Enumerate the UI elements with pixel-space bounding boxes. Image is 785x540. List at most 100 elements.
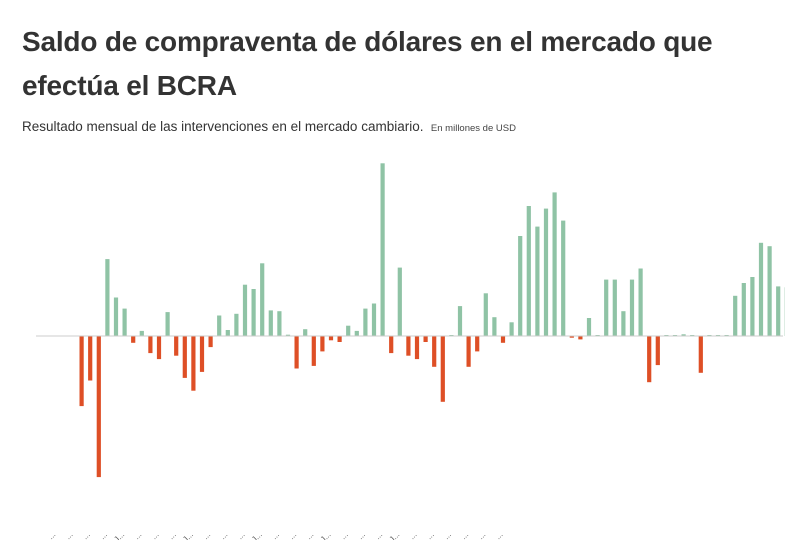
bar [113, 297, 119, 336]
bar [88, 336, 93, 381]
bar [578, 336, 583, 340]
bar [96, 336, 101, 478]
x-tick-label: J... [250, 530, 264, 540]
bar [733, 295, 738, 336]
x-tick-label: ... [98, 530, 109, 540]
bar [337, 336, 342, 342]
x-tick-label: ... [270, 530, 281, 540]
bar [586, 318, 592, 336]
x-tick-label: ... [425, 530, 436, 540]
bar [475, 336, 480, 352]
chart-title: Saldo de compraventa de dólares en el me… [22, 26, 713, 101]
bar [518, 236, 523, 336]
bars-group [79, 163, 785, 478]
bar [285, 334, 291, 336]
x-tick-label: ... [132, 530, 143, 540]
bar [406, 336, 411, 356]
bar [251, 289, 256, 336]
bar [509, 322, 514, 336]
bar [225, 330, 230, 336]
bar [758, 242, 764, 336]
bar [440, 336, 445, 402]
bar [320, 336, 325, 352]
bar [466, 336, 471, 367]
bar [457, 306, 463, 336]
x-tick-label: ... [150, 530, 161, 540]
x-tick-label: ... [356, 530, 367, 540]
x-tick-label: ... [373, 530, 384, 540]
x-tick-label: ... [81, 530, 92, 540]
x-tick-label: ... [459, 530, 470, 540]
bar [346, 325, 351, 336]
bar [208, 336, 213, 348]
bar [423, 336, 428, 342]
bar [79, 336, 84, 407]
bar [268, 310, 273, 337]
bar [380, 163, 385, 336]
bar [492, 317, 497, 336]
x-tick-label: ... [304, 530, 315, 540]
bar [647, 336, 652, 383]
bar [629, 279, 635, 336]
x-tick-label: ... [236, 530, 247, 540]
chart-subtitle: Resultado mensual de las intervenciones … [22, 119, 424, 134]
bar [741, 283, 746, 336]
bar [397, 267, 402, 336]
x-tick-label: ... [494, 530, 505, 540]
x-tick-label: J... [181, 530, 195, 540]
bar [655, 336, 660, 366]
bar [328, 336, 334, 341]
bar [638, 268, 643, 336]
bar [500, 336, 506, 343]
bar [105, 259, 110, 337]
bar [242, 284, 248, 336]
bar [131, 336, 136, 343]
bar [277, 311, 282, 336]
bar [432, 336, 437, 367]
bar [750, 277, 755, 336]
x-tick-label: ... [442, 530, 453, 540]
bar [303, 329, 308, 336]
bar [371, 303, 377, 336]
bar [767, 246, 772, 336]
bar [234, 313, 239, 336]
bar [182, 336, 187, 378]
x-axis-ticks: ............ J............ J............ J.… [46, 530, 504, 540]
x-tick-label: ... [339, 530, 350, 540]
bar [698, 336, 703, 373]
x-tick-label: ... [64, 530, 75, 540]
bar [776, 286, 781, 336]
bar [535, 226, 540, 336]
bar [561, 220, 566, 336]
bar [122, 308, 127, 336]
bar [217, 315, 222, 336]
bar [139, 330, 144, 336]
bar [483, 293, 488, 337]
bar [681, 334, 686, 336]
bar [199, 336, 205, 372]
bar [389, 336, 394, 354]
bar [363, 308, 368, 336]
bar [604, 279, 609, 336]
bar [414, 336, 420, 360]
bar [569, 336, 574, 338]
x-tick-label: ... [287, 530, 298, 540]
bar [174, 336, 179, 356]
x-tick-label: ... [201, 530, 212, 540]
bar [354, 330, 359, 336]
unit-note: En millones de USD [430, 123, 516, 134]
x-tick-label: J... [388, 530, 402, 540]
bar [294, 336, 299, 369]
bar [621, 311, 626, 336]
subtitle-row: Resultado mensual de las intervenciones … [22, 118, 516, 136]
x-tick-label: J... [112, 530, 126, 540]
bar [543, 208, 549, 336]
x-tick-label: ... [46, 530, 57, 540]
x-tick-label: ... [167, 530, 178, 540]
x-tick-label: ... [408, 530, 419, 540]
bar [165, 312, 170, 336]
bar [148, 336, 153, 354]
x-tick-label: ... [218, 530, 229, 540]
bar [526, 206, 531, 336]
